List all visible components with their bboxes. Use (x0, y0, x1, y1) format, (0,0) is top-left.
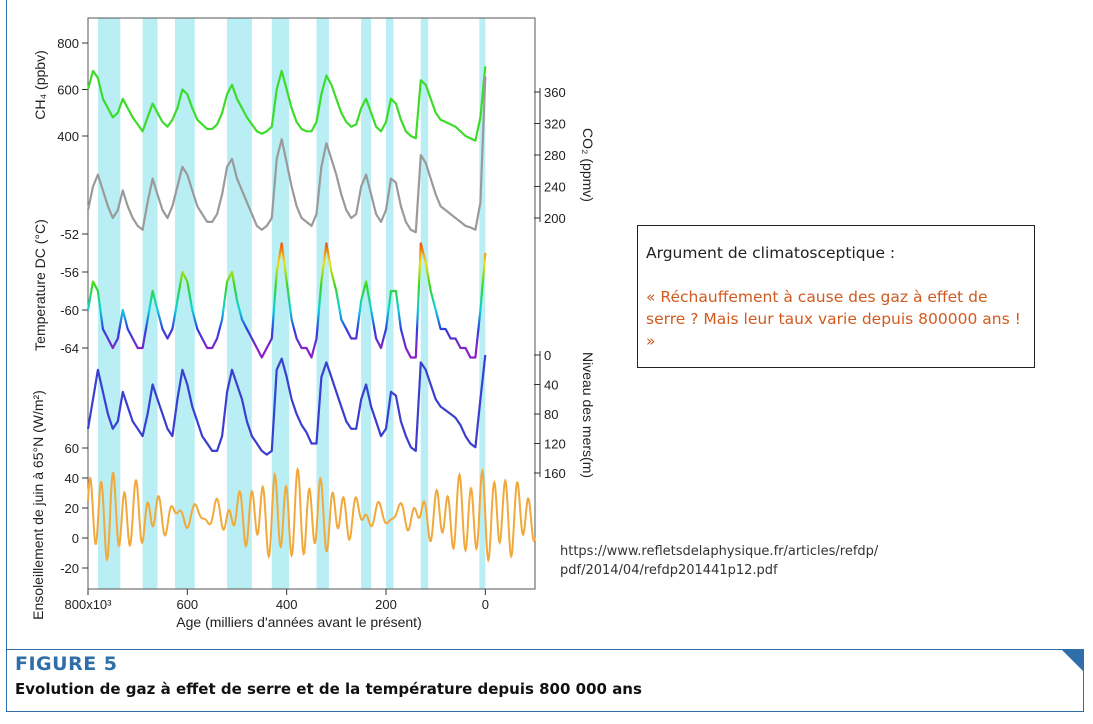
y-tick-label: -56 (60, 265, 79, 280)
y-tick-label: 400 (57, 129, 79, 144)
y-tick-label: 0 (72, 531, 79, 546)
interglacial-band (316, 18, 329, 589)
frame-left-border (6, 0, 7, 650)
callout-quote: « Réchauffement à cause des gaz à effet … (646, 288, 1021, 350)
figure-caption-box: FIGURE 5 Evolution de gaz à effet de ser… (6, 650, 1084, 712)
insolation-panel: 60 40 20 0 -20 (60, 441, 536, 576)
y-tick-label: 320 (544, 117, 566, 132)
y-tick-label: 240 (544, 180, 566, 195)
source-link[interactable]: https://www.refletsdelaphysique.fr/artic… (560, 542, 930, 580)
interglacial-band (174, 18, 195, 589)
interglacial-band (420, 18, 429, 589)
climatosceptic-callout: Argument de climatosceptique : « Réchauf… (637, 225, 1035, 368)
temperature-axis-label: Temperature DC (°C) (32, 219, 48, 351)
interglacial-band (97, 18, 121, 589)
y-tick-label: 20 (65, 501, 79, 516)
insolation-axis-label: Ensoleillement de juin à 65°N (W/m²) (30, 390, 46, 620)
x-axis: 800x10³ 600 400 200 0 (65, 589, 489, 612)
ch4-series-line (86, 66, 487, 142)
y-tick-label: 600 (57, 83, 79, 98)
ch4-axis-label: CH₄ (ppbv) (32, 50, 48, 120)
sea-level-panel: 0 40 80 120 160 (86, 348, 566, 481)
y-tick-label: 60 (65, 441, 79, 456)
plot-border (87, 17, 536, 590)
y-tick-label: 40 (544, 378, 558, 393)
y-tick-label: -20 (60, 561, 79, 576)
y-tick-label: 120 (544, 437, 566, 452)
interglacial-band (479, 18, 486, 589)
callout-title: Argument de climatosceptique : (646, 244, 896, 262)
x-tick-label: 800x10³ (65, 597, 113, 612)
y-tick-label: 40 (65, 471, 79, 486)
y-tick-label: 280 (544, 148, 566, 163)
y-tick-label: 160 (544, 466, 566, 481)
y-tick-label: 0 (544, 348, 551, 363)
insolation-series-line (87, 466, 536, 563)
x-tick-label: 0 (482, 597, 489, 612)
y-tick-label: -52 (60, 227, 79, 242)
y-tick-label: 80 (544, 407, 558, 422)
temp-series-line (86, 242, 487, 359)
interglacial-band (361, 18, 372, 589)
source-url-line-1: https://www.refletsdelaphysique.fr/artic… (560, 544, 879, 559)
x-axis-label: Age (milliers d'années avant le présent) (176, 614, 421, 630)
source-url-line-2: pdf/2014/04/refdp201441p12.pdf (560, 563, 778, 578)
x-tick-label: 600 (176, 597, 198, 612)
figure-number: FIGURE 5 (15, 653, 118, 675)
sea-series-line (86, 354, 487, 456)
co2-panel: 360 320 280 240 200 (86, 76, 566, 234)
co2-axis-label: CO₂ (ppmv) (580, 128, 596, 202)
y-tick-label: -60 (60, 303, 79, 318)
corner-triangle (1062, 650, 1084, 672)
y-tick-label: 800 (57, 36, 79, 51)
figure-caption: Evolution de gaz à effet de serre et de … (15, 680, 642, 698)
chart-container: 800 600 400 360 320 280 240 200 -52 -56 -60 -64 0… (30, 17, 596, 630)
temperature-panel: -52 -56 -60 -64 (60, 227, 487, 359)
y-tick-label: -64 (60, 341, 79, 356)
y-tick-label: 360 (544, 85, 566, 100)
x-tick-label: 200 (375, 597, 397, 612)
sea-level-axis-label: Niveau des mers(m) (580, 352, 596, 478)
ch4-panel: 800 600 400 (57, 36, 487, 144)
co2-series-line (86, 76, 487, 234)
frame-bottom-border (6, 649, 1084, 650)
y-tick-label: 200 (544, 211, 566, 226)
x-tick-label: 400 (276, 597, 298, 612)
